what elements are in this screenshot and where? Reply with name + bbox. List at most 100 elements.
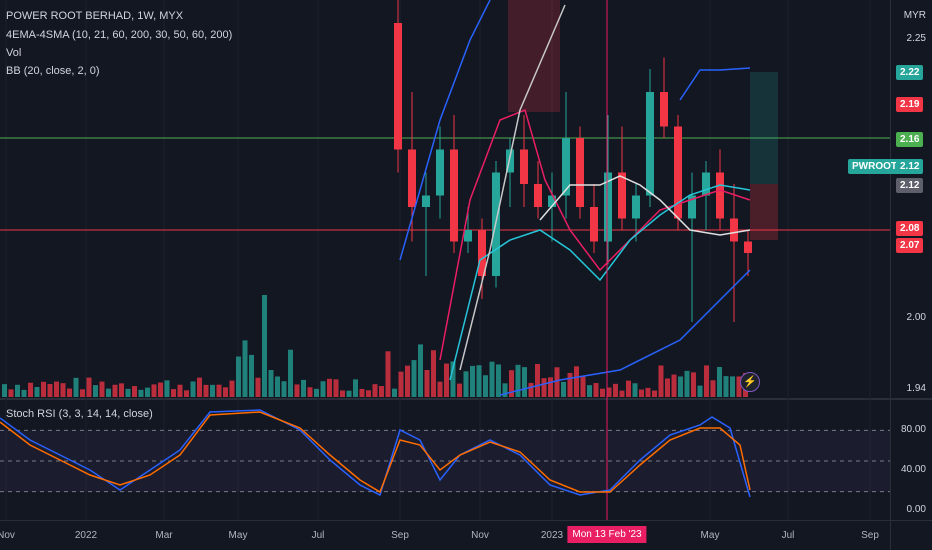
volume-bar — [535, 363, 540, 397]
ema-indicator-label[interactable]: 4EMA-4SMA (10, 21, 60, 200, 30, 50, 60, … — [6, 29, 233, 41]
volume-bar — [262, 295, 267, 397]
time-label: Nov — [471, 530, 489, 541]
volume-bar — [281, 381, 287, 397]
bollinger-indicator-label[interactable]: BB (20, close, 2, 0) — [6, 65, 100, 77]
price-tick: 2.25 — [906, 33, 926, 44]
volume-bar — [190, 381, 196, 397]
candle-body — [436, 149, 444, 196]
volume-bar — [392, 388, 397, 397]
volume-bar — [112, 384, 118, 397]
volume-bar — [28, 382, 33, 397]
candle-body — [646, 92, 654, 196]
position-target-box — [750, 72, 778, 184]
price-tag: 2.22 — [896, 65, 924, 80]
volume-bar — [67, 388, 72, 397]
volume-bar — [437, 381, 443, 397]
volume-bar — [463, 371, 469, 397]
candle-body — [562, 138, 570, 196]
time-axis-border — [0, 520, 932, 521]
time-label: Sep — [861, 530, 879, 541]
volume-bar — [294, 384, 300, 397]
time-label: Sep — [391, 530, 409, 541]
volume-bar — [216, 384, 222, 397]
candle-body — [450, 149, 458, 242]
ema-line — [439, 108, 751, 361]
volume-bar — [34, 387, 40, 397]
volume-bar — [561, 381, 566, 397]
candle-body — [576, 138, 584, 207]
volume-bar — [632, 383, 638, 397]
volume-indicator-label[interactable]: Vol — [6, 47, 22, 59]
trend-line — [459, 4, 566, 371]
candle-body — [520, 149, 528, 184]
volume-bar — [483, 375, 488, 397]
time-label: 2023 — [540, 530, 564, 541]
volume-bar — [346, 390, 352, 397]
volume-bar — [450, 361, 456, 397]
stoch-d-line — [0, 411, 751, 494]
volume-bar — [15, 384, 20, 397]
volume-bar — [203, 384, 209, 397]
volume-bar — [431, 350, 436, 397]
candle-body — [730, 218, 738, 242]
price-tag: 2.19 — [896, 97, 924, 112]
volume-bar — [119, 383, 124, 397]
volume-bar — [242, 340, 248, 397]
volume-bar — [398, 371, 404, 397]
stoch-rsi-indicator-label[interactable]: Stoch RSI (3, 3, 14, 14, close) — [6, 408, 153, 420]
volume-bar — [580, 375, 586, 397]
volume-bar — [710, 380, 716, 397]
volume-bar — [652, 390, 657, 397]
volume-bar — [730, 376, 735, 397]
time-label: Jul — [781, 530, 795, 541]
chart-title: POWER ROOT BERHAD, 1W, MYX — [6, 10, 184, 22]
volume-bar — [691, 372, 696, 397]
volume-bar — [132, 386, 137, 397]
volume-bar — [593, 383, 599, 397]
volume-bar — [619, 390, 625, 397]
volume-bar — [457, 383, 462, 397]
volume-bar — [554, 367, 560, 397]
volume-bar — [21, 389, 27, 397]
volume-bar — [359, 388, 365, 397]
sma-white-line — [539, 175, 751, 236]
volume-bar — [223, 387, 228, 397]
volume-bar — [184, 390, 189, 397]
time-label: Mar — [155, 530, 173, 541]
candle-body — [688, 195, 696, 219]
volume-bar — [327, 378, 332, 397]
volume-bar — [736, 376, 742, 397]
stoch-tick: 80.00 — [900, 424, 926, 435]
position-stop-box — [750, 184, 778, 240]
volume-bar — [249, 354, 254, 397]
volume-bar — [177, 384, 183, 397]
volume-bar — [307, 387, 313, 397]
volume-bar — [444, 363, 449, 397]
price-axis-border — [890, 0, 891, 550]
lightning-icon[interactable]: ⚡ — [740, 372, 760, 392]
candle-body — [394, 23, 402, 150]
volume-bar — [54, 381, 59, 397]
volume-bar — [151, 384, 157, 397]
stoch-tick: 0.00 — [906, 504, 926, 515]
volume-bar — [697, 385, 703, 397]
volume-bar — [125, 388, 131, 397]
stoch-band — [0, 430, 890, 492]
price-tag: 2.16 — [896, 132, 924, 147]
candle-body — [702, 172, 710, 196]
volume-bar — [47, 384, 53, 397]
crosshair-time-label: Mon 13 Feb '23 — [567, 526, 647, 543]
volume-bar — [197, 377, 202, 397]
volume-bar — [528, 382, 534, 397]
volume-bar — [470, 365, 475, 397]
candle-body — [618, 172, 626, 219]
volume-bar — [158, 382, 163, 397]
candle-body — [464, 230, 472, 242]
volume-bar — [145, 387, 150, 397]
volume-bar — [704, 365, 709, 397]
candle-body — [744, 241, 752, 253]
volume-bar — [275, 376, 280, 397]
time-label: Nov — [0, 530, 15, 541]
volume-bar — [405, 365, 410, 397]
